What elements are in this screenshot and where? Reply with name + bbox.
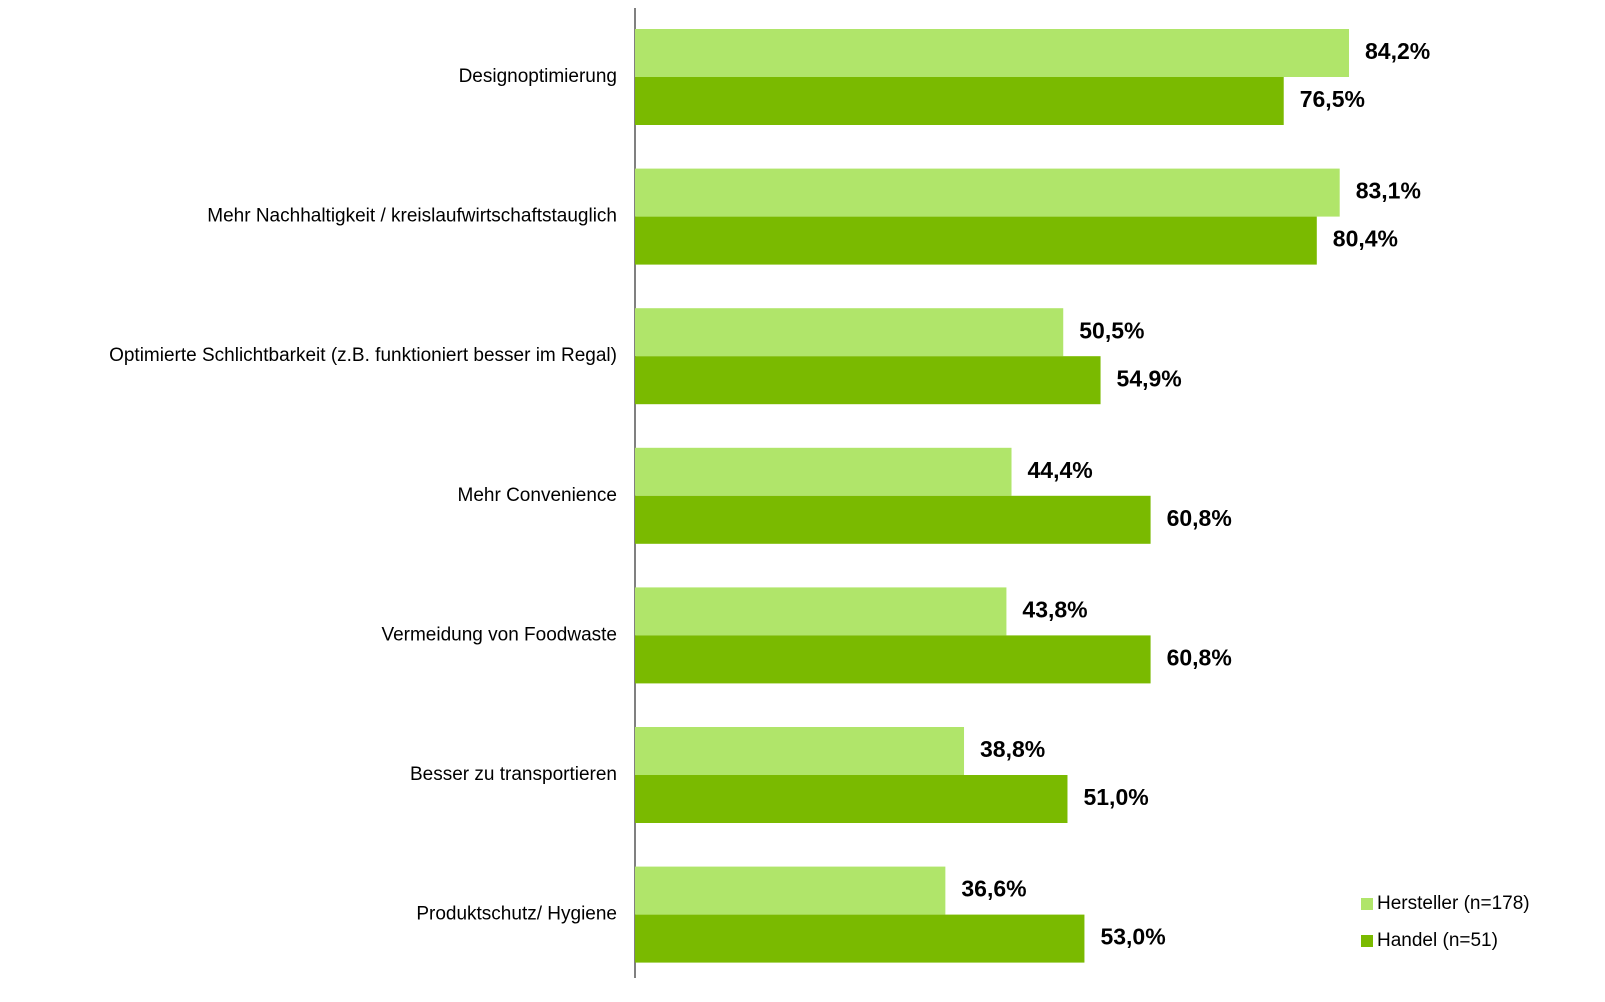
bar: [635, 587, 1007, 636]
value-label: 43,8%: [1022, 596, 1087, 622]
bar: [635, 216, 1317, 265]
bar: [635, 775, 1068, 823]
value-label: 60,8%: [1167, 644, 1232, 670]
bar: [635, 866, 946, 915]
category-label: Mehr Convenience: [458, 485, 617, 506]
legend-swatch: [1361, 898, 1373, 910]
category-label: Vermeidung von Foodwaste: [381, 624, 617, 645]
value-label: 84,2%: [1365, 38, 1430, 64]
bar: [635, 77, 1284, 125]
category-label: Mehr Nachhaltigkeit / kreislaufwirtschaf…: [207, 206, 617, 227]
value-label: 36,6%: [961, 876, 1026, 902]
bar: [635, 495, 1151, 544]
bar: [635, 308, 1064, 357]
bar: [635, 29, 1350, 77]
value-label: 44,4%: [1028, 457, 1093, 483]
legend-label: Hersteller (n=178): [1377, 893, 1530, 914]
bar: [635, 914, 1085, 963]
category-label: Optimierte Schlichtbarkeit (z.B. funktio…: [109, 345, 617, 366]
value-label: 80,4%: [1333, 226, 1398, 252]
value-label: 76,5%: [1300, 86, 1365, 112]
bar: [635, 447, 1012, 496]
bar: [635, 727, 965, 775]
bar: [635, 168, 1340, 217]
legend-swatch: [1361, 935, 1373, 947]
category-label: Produktschutz/ Hygiene: [416, 904, 617, 925]
value-label: 54,9%: [1117, 365, 1182, 391]
value-label: 50,5%: [1079, 317, 1144, 343]
category-label: Besser zu transportieren: [410, 764, 617, 785]
value-label: 51,0%: [1083, 784, 1148, 810]
category-label: Designoptimierung: [459, 66, 617, 87]
value-label: 60,8%: [1167, 505, 1232, 531]
legend-label: Handel (n=51): [1377, 930, 1498, 951]
value-label: 83,1%: [1356, 178, 1421, 204]
value-label: 38,8%: [980, 736, 1045, 762]
bar: [635, 356, 1101, 405]
value-label: 53,0%: [1100, 924, 1165, 950]
bar: [635, 635, 1151, 684]
